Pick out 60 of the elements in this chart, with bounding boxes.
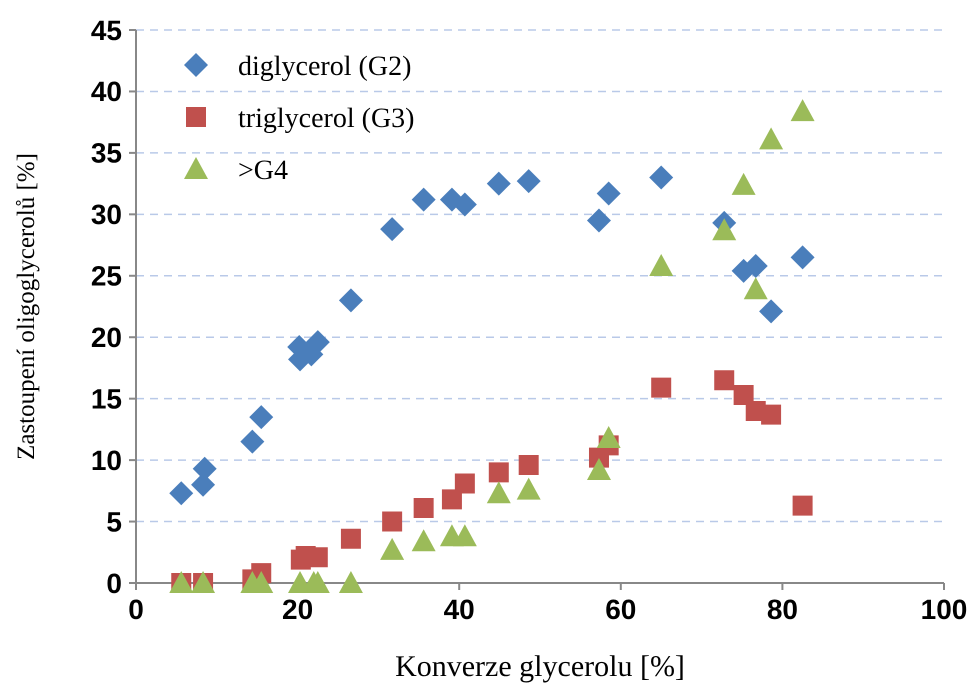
y-tick-label: 20 [90,322,122,354]
point [651,378,672,398]
point [586,208,611,232]
y-tick-label: 45 [90,14,122,46]
point [596,426,621,448]
point [414,498,434,518]
point [714,370,734,390]
y-tick-label: 5 [106,506,122,538]
point [486,481,511,504]
point [649,165,674,190]
point [516,169,541,194]
x-tick-label: 100 [920,594,968,625]
point [338,571,363,593]
point [732,172,756,195]
point [649,254,674,276]
point [790,99,815,122]
y-axis-title: Zastoupení oligoglycerolů [%] [13,153,40,460]
point [759,127,784,150]
point [249,405,274,430]
point [412,188,436,212]
y-tick-label: 30 [90,199,122,230]
point [516,478,541,500]
point [712,218,736,240]
x-axis-title: Konverze glycerolu [%] [395,650,685,683]
point [452,524,477,546]
point [380,217,404,242]
x-tick-label: 20 [282,594,314,625]
x-tick-label: 0 [128,594,144,625]
point [596,181,621,206]
y-tick-label: 10 [90,444,122,476]
y-tick-label: 35 [90,138,122,169]
y-tick-label: 40 [90,76,122,108]
point [792,496,813,516]
point [240,430,264,454]
point [442,489,462,510]
point [790,245,815,270]
point [761,404,782,425]
y-tick-label: 0 [106,568,122,599]
point [486,172,511,196]
x-tick-label: 80 [766,594,798,625]
point [380,538,404,560]
y-tick-label: 15 [90,383,122,414]
point [169,481,194,506]
x-tick-label: 60 [605,594,636,625]
point [412,529,436,552]
point [744,277,768,300]
legend-label: diglycerol (G2) [238,50,412,82]
legend-label: >G4 [238,154,288,186]
point [382,512,402,532]
point [340,528,361,549]
point [518,455,539,476]
y-tick-label: 25 [90,260,122,292]
x-tick-label: 40 [444,594,475,625]
point [488,462,509,482]
point [759,299,784,324]
point [454,473,475,494]
legend-label: triglycerol (G3) [238,102,414,134]
point [338,288,363,312]
point [734,384,754,405]
point [586,458,611,480]
